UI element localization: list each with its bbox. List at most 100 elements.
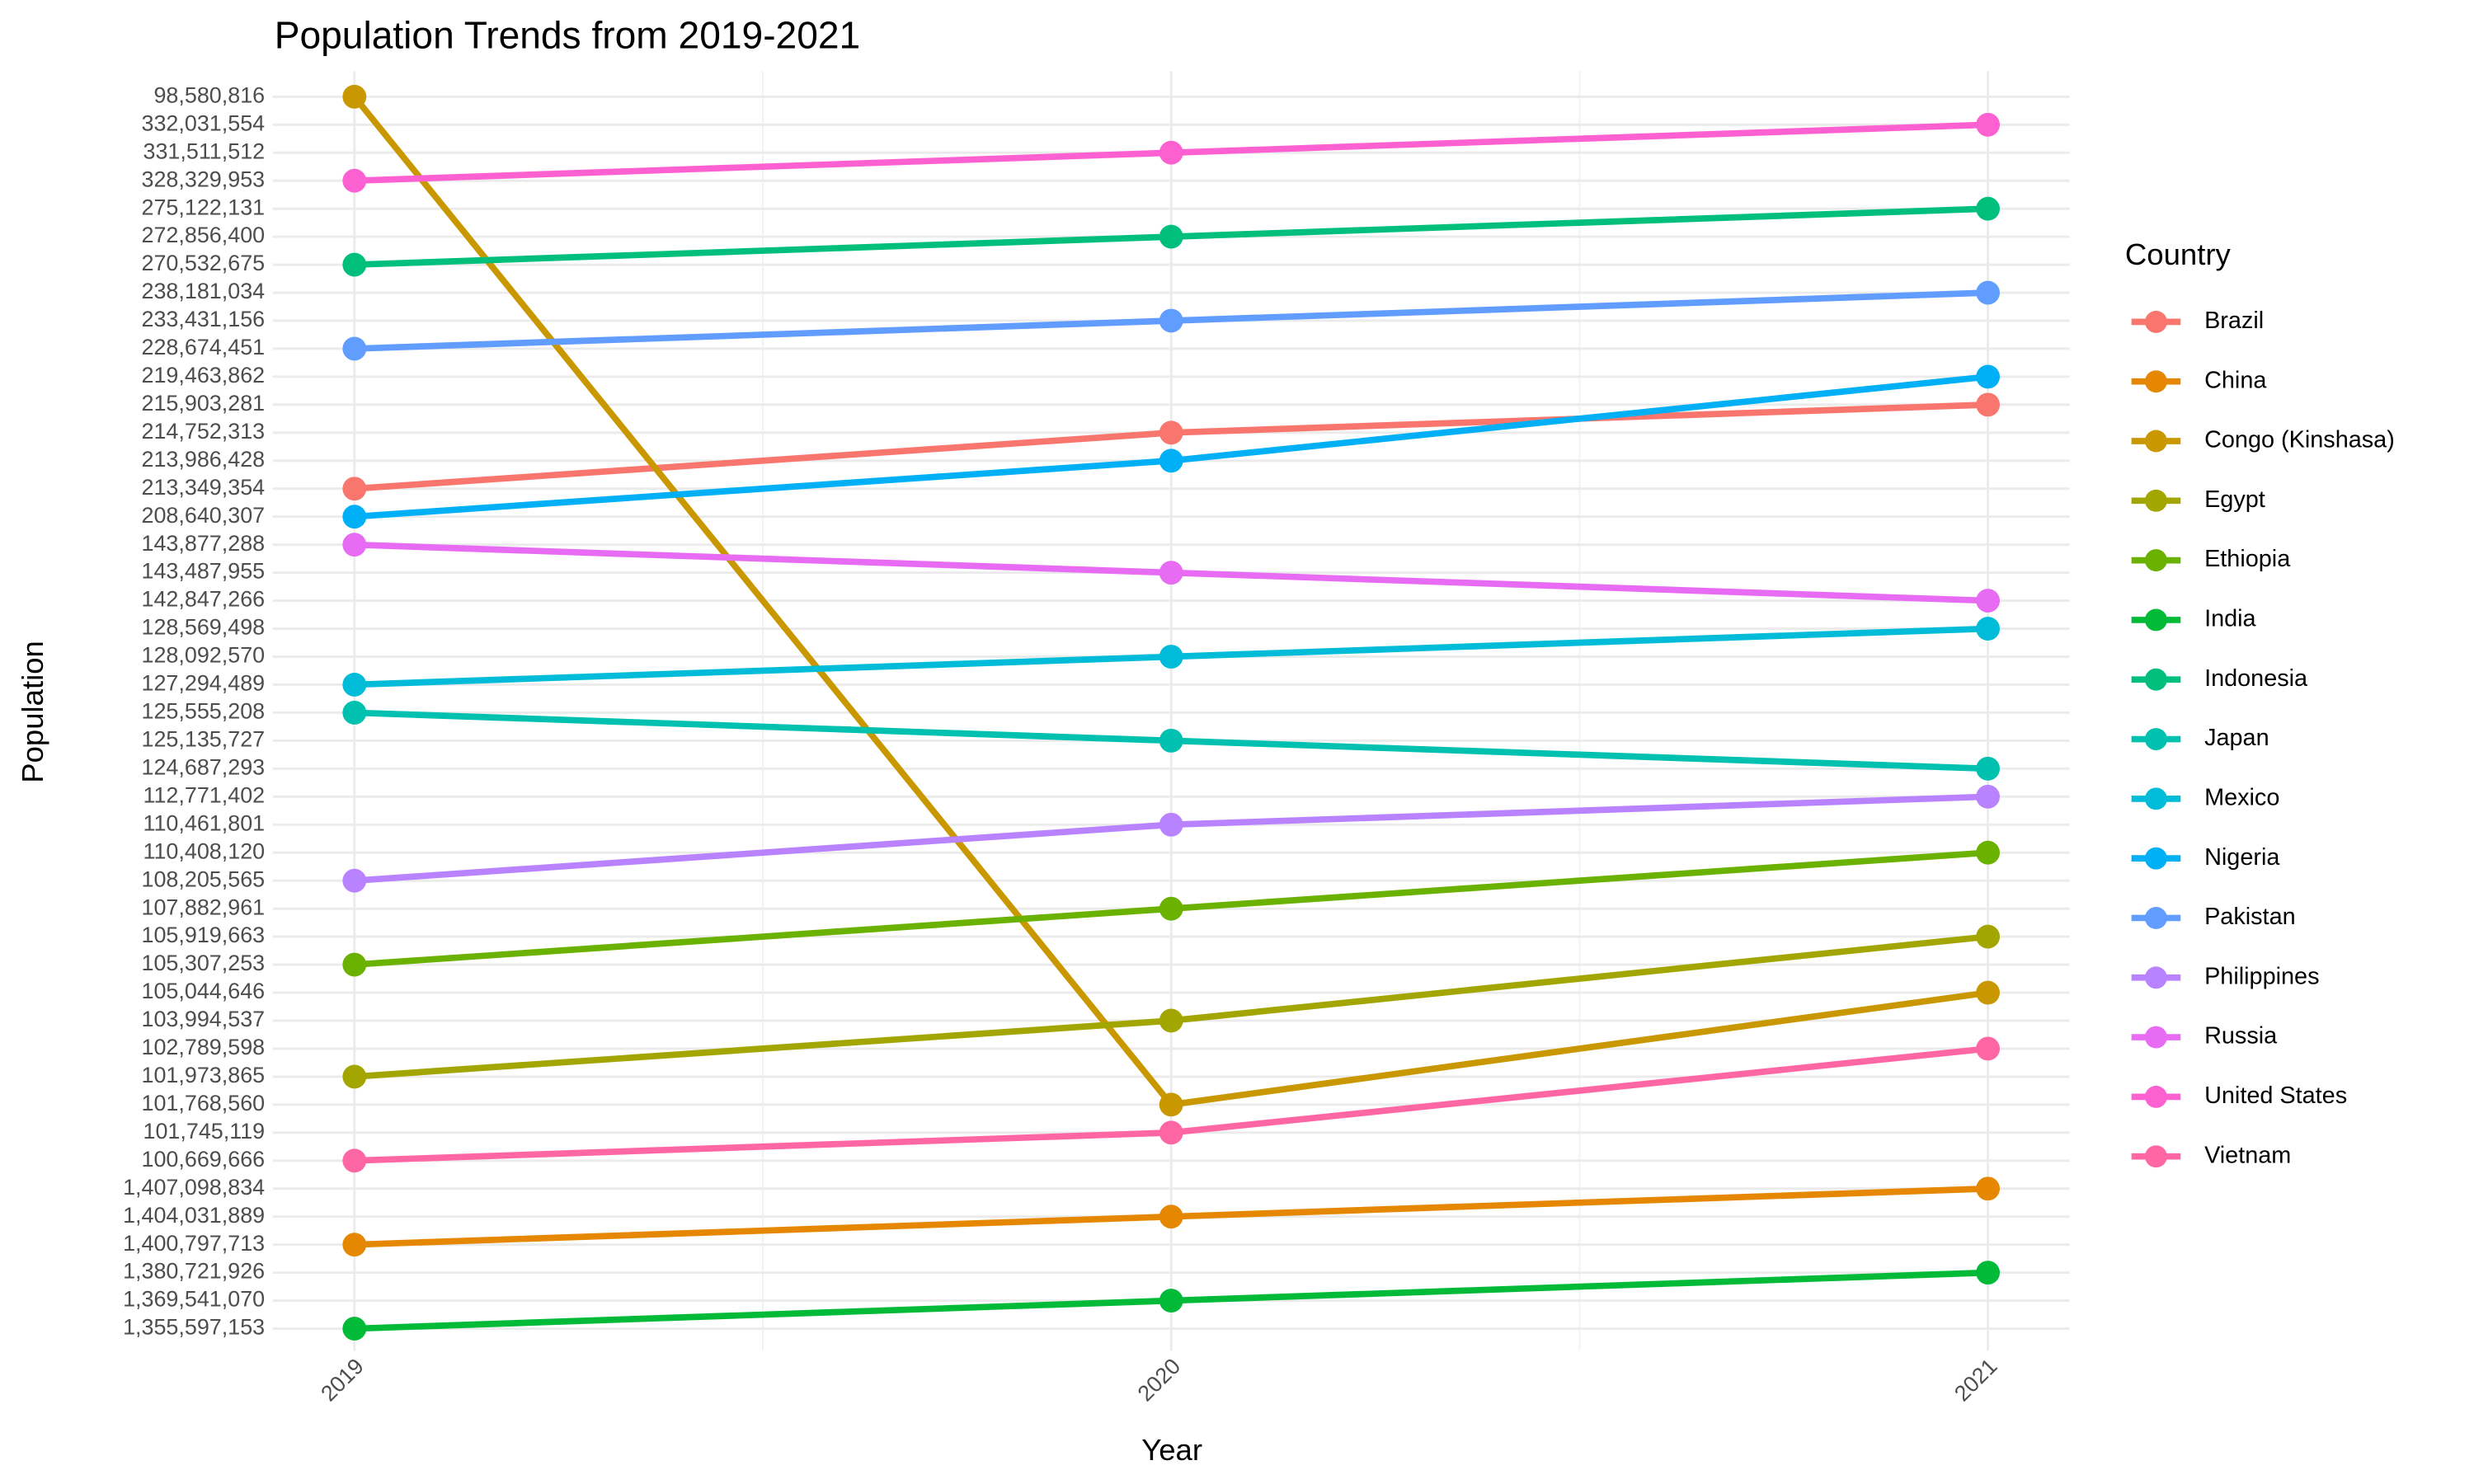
legend-label: Ethiopia [2204,546,2291,572]
legend-marker [2144,1145,2167,1168]
legend-label: Philippines [2204,963,2319,989]
legend-label: Brazil [2204,308,2264,334]
y-tick-label: 143,877,288 [142,531,266,556]
data-point [1976,840,2000,865]
legend-marker [2144,1085,2167,1108]
y-tick-label: 101,745,119 [143,1119,266,1144]
y-tick-label: 215,903,281 [142,391,266,416]
data-point [1159,1008,1183,1033]
data-point [342,1064,367,1089]
legend-label: Russia [2204,1023,2278,1050]
y-tick-label: 112,771,402 [143,782,266,807]
y-tick-label: 331,511,512 [143,139,266,163]
legend-marker [2144,668,2167,691]
y-tick-label: 213,986,428 [142,447,266,472]
data-point [342,336,367,361]
y-tick-label: 102,789,598 [142,1035,266,1059]
legend-title: Country [2125,237,2232,271]
legend-marker [2144,370,2167,393]
y-tick-label: 100,669,666 [142,1147,266,1172]
data-point [1976,589,2000,613]
y-tick-label: 1,400,797,713 [123,1231,265,1256]
y-tick-label: 1,404,031,889 [123,1203,265,1228]
y-tick-label: 328,329,953 [142,167,266,191]
legend-label: Egypt [2204,486,2265,513]
y-tick-label: 1,355,597,153 [123,1315,265,1340]
legend-marker [2144,847,2167,870]
y-tick-label: 1,407,098,834 [123,1175,265,1200]
legend-label: Vietnam [2204,1142,2291,1168]
legend-marker [2144,608,2167,632]
x-tick-label: 2021 [1950,1354,2002,1407]
legend-marker [2144,907,2167,929]
legend-label: United States [2204,1082,2347,1109]
data-point [1976,364,2000,389]
y-tick-label: 233,431,156 [142,307,266,331]
y-tick-label: 98,580,816 [153,82,265,107]
data-point [342,1317,367,1341]
data-point [1159,1289,1183,1313]
data-point [342,505,367,529]
data-point [1159,1120,1183,1145]
data-point [1976,784,2000,809]
y-tick-label: 332,031,554 [142,110,266,135]
y-tick-label: 208,640,307 [142,503,266,528]
legend-marker [2144,549,2167,572]
legend-marker [2144,787,2167,810]
data-point [1159,728,1183,753]
y-tick-label: 272,856,400 [142,223,266,247]
data-point [1976,980,2000,1005]
y-tick-label: 108,205,565 [142,866,266,891]
data-point [342,868,367,893]
data-point [1159,224,1183,249]
y-tick-label: 128,569,498 [142,615,266,640]
legend-label: Nigeria [2204,844,2280,871]
y-tick-label: 128,092,570 [142,643,266,668]
data-point [342,1148,367,1173]
data-point [342,701,367,725]
y-axis-title: Population [16,641,49,783]
legend-label: Mexico [2204,784,2279,810]
data-point [342,252,367,277]
y-tick-label: 219,463,862 [142,363,266,387]
legend-label: India [2204,606,2256,632]
data-point [1159,420,1183,445]
data-point [1159,812,1183,837]
y-tick-label: 214,752,313 [142,419,266,444]
y-tick-label: 105,307,253 [142,951,266,975]
y-tick-label: 125,555,208 [142,699,266,724]
y-tick-label: 125,135,727 [142,726,266,751]
data-point [1159,896,1183,921]
x-tick-label: 2020 [1133,1354,1186,1407]
legend-label: Indonesia [2204,665,2308,692]
legend-label: Japan [2204,725,2269,751]
data-point [342,533,367,557]
y-tick-label: 275,122,131 [142,195,266,219]
y-tick-label: 1,369,541,070 [123,1287,265,1312]
y-tick-label: 143,487,955 [142,559,266,584]
data-point [1159,561,1183,585]
data-point [1159,308,1183,333]
y-tick-label: 101,973,865 [142,1063,266,1087]
y-tick-label: 142,847,266 [142,587,266,612]
data-point [1159,1205,1183,1229]
data-point [1976,392,2000,417]
y-tick-label: 101,768,560 [142,1091,266,1115]
y-tick-label: 110,408,120 [143,838,266,863]
y-tick-label: 103,994,537 [142,1007,266,1031]
data-point [1159,448,1183,473]
y-tick-label: 228,674,451 [142,335,266,359]
data-point [342,168,367,193]
data-point [1976,617,2000,641]
legend-marker [2144,489,2167,512]
y-tick-label: 213,349,354 [142,475,266,500]
data-point [1976,924,2000,949]
data-point [1976,280,2000,305]
data-point [342,477,367,501]
x-axis-title: Year [1141,1433,1202,1467]
legend-marker [2144,1026,2167,1049]
legend-marker [2144,728,2167,750]
y-tick-label: 270,532,675 [142,251,266,275]
